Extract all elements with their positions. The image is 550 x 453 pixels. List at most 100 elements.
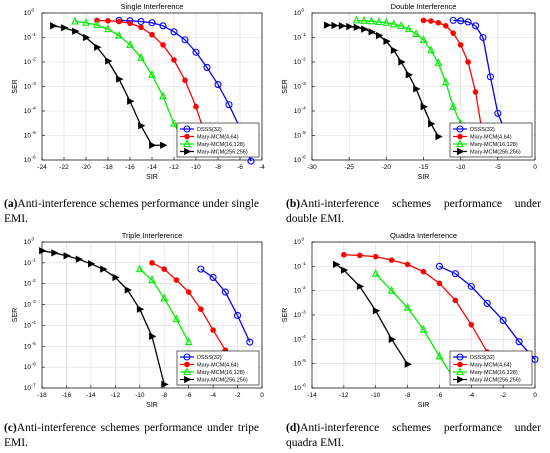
x-tick-label: -10 bbox=[456, 164, 466, 171]
x-tick-label: -22 bbox=[59, 164, 69, 171]
chart-1: -30 -25 -20 -15 -10 -5 010-610-510-410-310-210… bbox=[282, 2, 537, 181]
y-tick-label: 10 bbox=[294, 35, 302, 42]
data-point-0 bbox=[234, 311, 242, 320]
data-point-2 bbox=[126, 40, 134, 48]
data-point-2 bbox=[104, 24, 112, 33]
y-tick-exponent: 0 bbox=[302, 237, 305, 243]
data-point-0 bbox=[471, 22, 480, 30]
legend-marker bbox=[183, 125, 191, 133]
data-point-1 bbox=[341, 251, 347, 258]
x-tick-label: -16 bbox=[125, 164, 135, 171]
data-point-2 bbox=[135, 264, 144, 273]
legend-marker bbox=[457, 361, 463, 368]
y-tick-label: 10 bbox=[24, 302, 32, 309]
data-point-1 bbox=[428, 18, 434, 24]
x-tick-label: -2 bbox=[235, 392, 241, 399]
x-tick-label: -6 bbox=[186, 392, 192, 399]
x-tick-label: -6 bbox=[437, 392, 443, 399]
data-point-0 bbox=[435, 262, 443, 270]
data-point-1 bbox=[198, 306, 204, 312]
legend-marker bbox=[456, 139, 464, 148]
y-tick-exponent: -2 bbox=[302, 285, 307, 291]
legend-label: Mary-MCM(16,128) bbox=[470, 370, 518, 376]
legend-label: Mary-MCM(4,64) bbox=[197, 135, 239, 141]
data-point-0 bbox=[499, 316, 507, 324]
legend-marker bbox=[184, 361, 190, 368]
data-point-2 bbox=[352, 15, 361, 24]
data-point-0 bbox=[221, 288, 229, 296]
data-point-3 bbox=[127, 97, 135, 105]
y-tick-exponent: -5 bbox=[302, 358, 307, 364]
legend-marker bbox=[457, 133, 463, 140]
data-point-3 bbox=[51, 249, 59, 257]
y-tick-exponent: -7 bbox=[32, 383, 37, 389]
x-tick-label: -5 bbox=[495, 164, 501, 171]
caption-a: (a)Anti-interference schemes performance… bbox=[4, 198, 259, 225]
legend-label: Mary-MCM(16,128) bbox=[470, 142, 518, 148]
x-tick-label: -12 bbox=[169, 164, 179, 171]
data-point-2 bbox=[137, 52, 145, 61]
legend-label: DSSS(32) bbox=[197, 127, 222, 133]
y-axis-label: SER bbox=[282, 79, 289, 93]
y-tick-exponent: -3 bbox=[302, 81, 307, 87]
legend-marker bbox=[184, 133, 190, 140]
x-tick-label: -2 bbox=[500, 392, 506, 399]
legend-label: Mary-MCM(16,128) bbox=[197, 370, 245, 376]
data-point-2 bbox=[115, 30, 123, 39]
y-axis-label: SER bbox=[12, 308, 19, 322]
x-tick-label: -14 bbox=[147, 164, 157, 171]
data-point-2 bbox=[93, 20, 101, 29]
data-point-0 bbox=[464, 18, 472, 26]
data-point-0 bbox=[192, 48, 200, 56]
chart-title: Quadra Interference bbox=[390, 231, 457, 240]
series-line-3 bbox=[326, 24, 439, 137]
y-tick-exponent: -3 bbox=[32, 81, 37, 87]
data-point-3 bbox=[361, 25, 369, 33]
y-tick-label: 10 bbox=[24, 84, 32, 91]
data-point-3 bbox=[63, 252, 71, 260]
data-point-1 bbox=[388, 257, 395, 263]
data-point-1 bbox=[356, 252, 363, 259]
data-point-3 bbox=[72, 27, 80, 35]
data-point-2 bbox=[360, 16, 368, 24]
y-tick-exponent: -1 bbox=[302, 32, 307, 38]
x-tick-label: -20 bbox=[81, 164, 91, 171]
legend-marker bbox=[183, 139, 191, 148]
legend-marker bbox=[456, 353, 464, 361]
data-point-1 bbox=[468, 321, 475, 328]
data-point-1 bbox=[149, 31, 155, 38]
legend-label: Mary-MCM(4,64) bbox=[470, 135, 512, 141]
x-tick-label: -8 bbox=[215, 164, 221, 171]
data-point-3 bbox=[353, 23, 361, 31]
data-point-3 bbox=[149, 141, 157, 149]
data-point-3 bbox=[383, 37, 391, 45]
data-point-3 bbox=[340, 266, 349, 274]
series-line-0 bbox=[453, 19, 506, 132]
legend-label: DSSS(32) bbox=[197, 355, 222, 361]
legend: DSSS(32) Mary-MCM(4,64)Mary-MCM(16,128) Ma… bbox=[449, 122, 533, 158]
data-point-3 bbox=[323, 21, 332, 29]
data-point-3 bbox=[149, 332, 157, 340]
data-point-3 bbox=[100, 265, 108, 273]
x-tick-label: -14 bbox=[86, 392, 96, 399]
y-tick-exponent: -4 bbox=[32, 106, 37, 112]
legend-marker bbox=[184, 147, 192, 156]
chart-3: -14 -12 -10 -8 -6 -4 -2 010-610-510-410-310-210… bbox=[282, 231, 539, 409]
legend-label: Mary-MCM(16,128) bbox=[197, 142, 245, 148]
data-point-0 bbox=[467, 282, 475, 290]
data-point-2 bbox=[170, 119, 178, 127]
legend-marker bbox=[183, 367, 191, 376]
data-point-3 bbox=[428, 120, 436, 128]
data-point-1 bbox=[420, 268, 427, 275]
data-point-3 bbox=[50, 22, 58, 30]
data-point-0 bbox=[515, 338, 523, 346]
data-point-3 bbox=[404, 360, 412, 368]
data-point-1 bbox=[116, 18, 122, 25]
data-point-0 bbox=[181, 36, 189, 44]
caption-b: (b)Anti-interference schemes performance… bbox=[286, 198, 541, 225]
data-point-1 bbox=[404, 261, 411, 268]
legend-label: DSSS(32) bbox=[470, 127, 495, 133]
data-point-1 bbox=[450, 30, 457, 36]
x-tick-label: -12 bbox=[339, 392, 349, 399]
